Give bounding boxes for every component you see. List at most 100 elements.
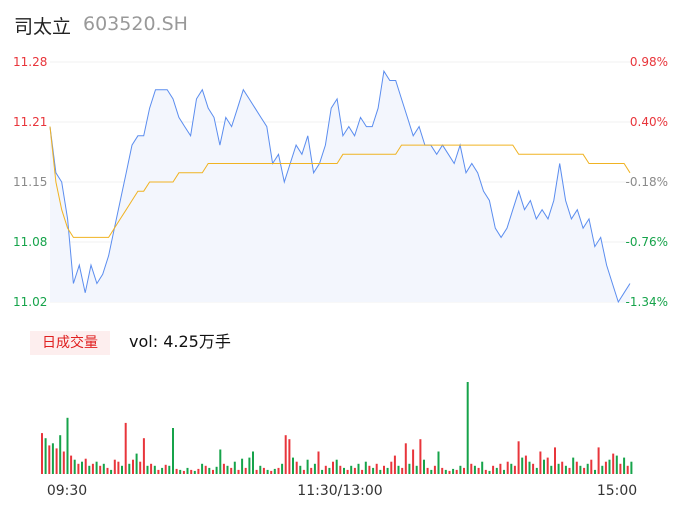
volume-bar xyxy=(346,469,349,474)
volume-bar xyxy=(157,469,160,474)
volume-bar xyxy=(139,461,142,474)
volume-bar xyxy=(252,451,254,474)
volume-bar xyxy=(513,465,516,474)
stock-code: 603520.SH xyxy=(83,13,188,35)
volume-bar xyxy=(237,469,240,474)
volume-bar xyxy=(470,463,473,474)
volume-bar xyxy=(594,469,596,474)
price-area xyxy=(50,71,630,302)
volume-bar xyxy=(313,463,316,474)
volume-bar xyxy=(295,461,298,474)
volume-bar xyxy=(408,463,411,474)
volume-bar xyxy=(481,461,484,474)
volume-bar xyxy=(463,467,465,474)
x-tick: 11:30/13:00 xyxy=(297,483,382,499)
volume-bar xyxy=(604,461,607,474)
volume-bar xyxy=(219,449,222,474)
volume-bar xyxy=(91,463,94,474)
volume-bar xyxy=(317,451,320,474)
volume-bar xyxy=(575,461,578,474)
volume-bar xyxy=(441,467,444,474)
volume-bar xyxy=(521,457,524,474)
volume-bar xyxy=(48,445,51,474)
volume-bar xyxy=(73,459,76,474)
volume-bar xyxy=(499,463,502,474)
volume-bar xyxy=(608,459,611,474)
volume-bar xyxy=(448,470,451,474)
volume-bar xyxy=(426,467,429,474)
volume-bar xyxy=(484,469,487,474)
volume-bar xyxy=(299,465,302,474)
volume-bar xyxy=(353,467,356,474)
volume-bar xyxy=(532,463,535,474)
volume-bar xyxy=(128,463,131,474)
volume-bar xyxy=(51,443,54,474)
volume-bar xyxy=(583,467,586,474)
volume-bar xyxy=(383,465,385,474)
volume-readout: vol: 4.25万手 xyxy=(129,331,231,353)
volume-bar xyxy=(84,458,87,474)
volume-bar xyxy=(70,455,73,474)
volume-bar xyxy=(106,467,109,474)
volume-bar xyxy=(77,463,80,474)
price-line xyxy=(49,69,631,304)
volume-bar xyxy=(564,465,567,474)
volume-bar xyxy=(343,467,345,474)
volume-bar xyxy=(361,469,364,474)
volume-bar xyxy=(190,469,193,474)
volume-bar xyxy=(630,461,633,474)
x-tick: 09:30 xyxy=(47,483,87,499)
volume-bar xyxy=(335,459,338,474)
volume-bar xyxy=(528,461,531,474)
volume-bar xyxy=(419,439,422,474)
volume-bar xyxy=(146,465,149,474)
volume-bar xyxy=(226,465,229,474)
volume-bar xyxy=(492,465,495,474)
volume-bar xyxy=(88,465,91,474)
volume-bar xyxy=(182,470,185,474)
volume-bar xyxy=(368,465,371,474)
volume-bar xyxy=(172,428,174,474)
volume-bar xyxy=(150,463,153,474)
y-tick-left: 11.02 xyxy=(13,295,47,309)
volume-bar xyxy=(284,435,287,474)
volume-bar xyxy=(601,465,604,474)
volume-bar xyxy=(503,469,505,474)
volume-bar xyxy=(142,438,145,474)
volume-bar xyxy=(328,467,331,474)
volume-bar xyxy=(506,461,509,474)
volume-prefix: vol: xyxy=(129,332,159,351)
volume-bar xyxy=(306,459,309,474)
volume-bar xyxy=(452,468,455,474)
volume-bar xyxy=(535,467,538,474)
y-tick-right: -0.76% xyxy=(626,235,668,249)
volume-bar xyxy=(110,469,113,474)
volume-bar xyxy=(208,467,211,474)
volume-bar xyxy=(66,417,69,474)
volume-bar xyxy=(590,459,593,474)
volume-bar xyxy=(55,448,58,474)
volume-badge: 日成交量 xyxy=(30,331,110,355)
y-tick-left: 11.21 xyxy=(13,115,47,129)
y-tick-right: 0.98% xyxy=(630,55,668,69)
left-axis-ticks: 11.28 11.21 11.15 11.08 11.02 xyxy=(13,55,47,309)
volume-bar xyxy=(612,453,615,474)
volume-bar xyxy=(215,466,218,474)
volume-bar xyxy=(59,435,62,474)
volume-bar xyxy=(153,465,156,474)
volume-bar xyxy=(161,467,164,474)
volume-bar xyxy=(41,433,43,474)
volume-bar xyxy=(95,461,98,474)
volume-bar xyxy=(586,463,589,474)
volume-bar xyxy=(164,464,167,474)
volume-bar xyxy=(430,469,433,474)
volume-bar xyxy=(262,467,265,474)
volume-bar xyxy=(266,469,269,474)
volume-bar xyxy=(193,470,196,474)
volume-bar xyxy=(259,465,262,474)
volume-bar xyxy=(248,457,251,474)
y-tick-right: -1.34% xyxy=(626,295,668,309)
volume-bar xyxy=(357,463,360,474)
stock-name: 司太立 xyxy=(14,16,72,38)
